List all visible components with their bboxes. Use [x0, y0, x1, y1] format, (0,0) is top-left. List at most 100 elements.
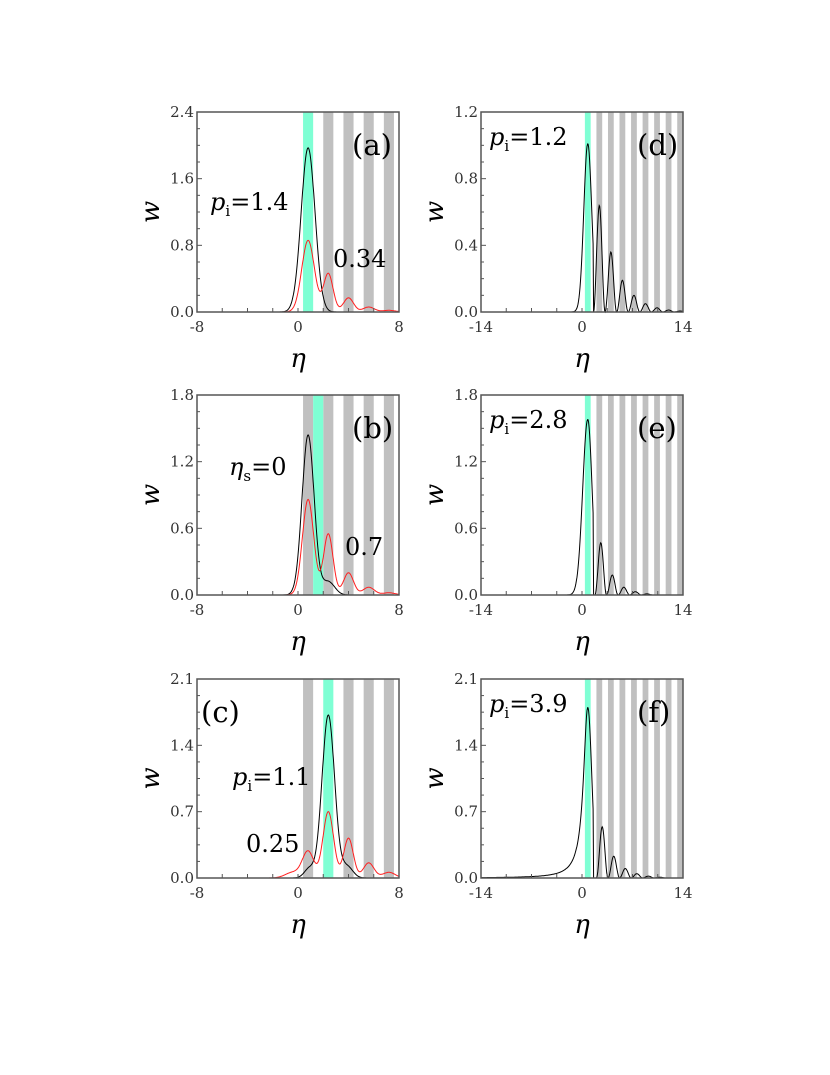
- panel-b: -8 0 8 0.0 0.6 1.2 1.8 η w (b) ηs=0 0.7: [136, 386, 404, 657]
- y-tick-label: 0.0: [170, 303, 194, 321]
- gray-band: [607, 679, 614, 878]
- gray-band: [343, 395, 354, 595]
- gray-band: [677, 395, 683, 595]
- x-tick-label: 8: [394, 601, 404, 619]
- y-axis-title: w: [136, 201, 166, 223]
- gray-band: [596, 679, 603, 878]
- x-tick-label: 14: [673, 318, 692, 336]
- panel-f: -14 0 14 0.0 0.7 1.4 2.1 η w (f) pi=3.9: [420, 670, 693, 940]
- annotation: pi=2.8: [489, 406, 567, 438]
- cyan-band: [303, 112, 314, 312]
- x-axis-title: η: [574, 627, 590, 657]
- gray-band: [631, 679, 637, 878]
- panel-label: (f): [637, 695, 670, 729]
- y-tick-label: 0.8: [170, 236, 194, 254]
- black-curve: [481, 143, 684, 314]
- cyan-band: [584, 112, 591, 312]
- gray-band: [619, 395, 626, 595]
- y-axis-title: w: [136, 484, 166, 506]
- y-axis-title: w: [420, 201, 450, 223]
- x-tick-label: -8: [190, 601, 205, 619]
- gray-band: [323, 112, 334, 312]
- annotation: 0.34: [333, 245, 386, 273]
- panel-label: (b): [352, 411, 393, 445]
- x-tick-label: -8: [190, 884, 205, 902]
- gray-band: [607, 112, 614, 312]
- black-curve: [481, 418, 683, 596]
- x-tick-label: 14: [673, 601, 692, 619]
- gray-band: [303, 395, 314, 595]
- cyan-band: [584, 395, 591, 595]
- panel-c: -8 0 8 0.0 0.7 1.4 2.1 η w (c) pi=1.1 0.25: [136, 670, 404, 940]
- gray-band: [363, 679, 374, 878]
- x-axis-title: η: [574, 344, 590, 374]
- panel-label: (c): [201, 695, 240, 729]
- y-tick-label: 1.6: [170, 170, 194, 188]
- y-axis-title: w: [136, 767, 166, 789]
- x-axis-title: η: [290, 910, 306, 940]
- gray-band: [654, 395, 660, 595]
- y-tick-label: 1.8: [170, 386, 194, 404]
- x-axis-title: η: [290, 627, 306, 657]
- annotation: pi=3.9: [489, 690, 567, 722]
- annotation: pi=1.1: [232, 763, 310, 795]
- y-tick-label: 0.0: [170, 586, 194, 604]
- panel-label: (d): [637, 128, 678, 162]
- y-tick-label: 0.6: [454, 519, 478, 537]
- cyan-band: [584, 679, 591, 878]
- cyan-band: [323, 679, 334, 878]
- y-axis-title: w: [420, 484, 450, 506]
- y-tick-label: 1.4: [170, 736, 194, 754]
- gray-band: [631, 395, 637, 595]
- annotation: pi=1.4: [210, 188, 288, 220]
- gray-band: [343, 679, 354, 878]
- gray-band: [596, 112, 603, 312]
- panel-label: (a): [352, 128, 392, 162]
- panel-e: -14 0 14 0.0 0.6 1.2 1.8 η w (e) pi=2.8: [420, 386, 693, 657]
- y-tick-label: 1.8: [454, 386, 478, 404]
- gray-band: [677, 112, 683, 312]
- gray-band: [607, 395, 614, 595]
- y-tick-label: 0.7: [170, 803, 194, 821]
- gray-band: [596, 395, 603, 595]
- x-tick-label: -8: [190, 318, 205, 336]
- y-tick-label: 0.6: [170, 519, 194, 537]
- x-tick-label: 0: [293, 601, 303, 619]
- gray-band: [654, 679, 660, 878]
- y-tick-label: 0.4: [454, 236, 478, 254]
- gray-band: [642, 395, 649, 595]
- gray-band: [383, 679, 394, 878]
- x-tick-label: -14: [469, 884, 493, 902]
- gray-band: [343, 112, 354, 312]
- y-axis-title: w: [420, 767, 450, 789]
- y-tick-label: 0.0: [454, 303, 478, 321]
- gray-band: [383, 395, 394, 595]
- gray-band: [631, 112, 637, 312]
- y-tick-label: 0.7: [454, 803, 478, 821]
- y-tick-label: 0.0: [454, 869, 478, 887]
- annotation: 0.7: [345, 533, 383, 561]
- panel-d: -14 0 14 0.0 0.4 0.8 1.2 η w (d) pi=1.2: [420, 103, 693, 374]
- y-tick-label: 0.8: [454, 170, 478, 188]
- gray-band: [619, 679, 626, 878]
- gray-band: [665, 112, 672, 312]
- x-tick-label: 14: [673, 884, 692, 902]
- x-tick-label: 0: [577, 601, 587, 619]
- gray-band: [619, 112, 626, 312]
- y-tick-label: 1.2: [454, 453, 478, 471]
- gray-band: [323, 395, 334, 595]
- x-tick-label: 0: [293, 318, 303, 336]
- y-tick-label: 2.1: [454, 670, 478, 688]
- x-tick-label: -14: [469, 318, 493, 336]
- y-tick-label: 0.0: [454, 586, 478, 604]
- y-tick-label: 1.2: [454, 103, 478, 121]
- annotation: ηs=0: [229, 453, 286, 485]
- x-axis-title: η: [574, 910, 590, 940]
- gray-band: [642, 679, 649, 878]
- gray-band: [654, 112, 660, 312]
- x-tick-label: 8: [394, 884, 404, 902]
- gray-band: [665, 395, 672, 595]
- y-tick-label: 0.0: [170, 869, 194, 887]
- annotation: pi=1.2: [489, 123, 567, 155]
